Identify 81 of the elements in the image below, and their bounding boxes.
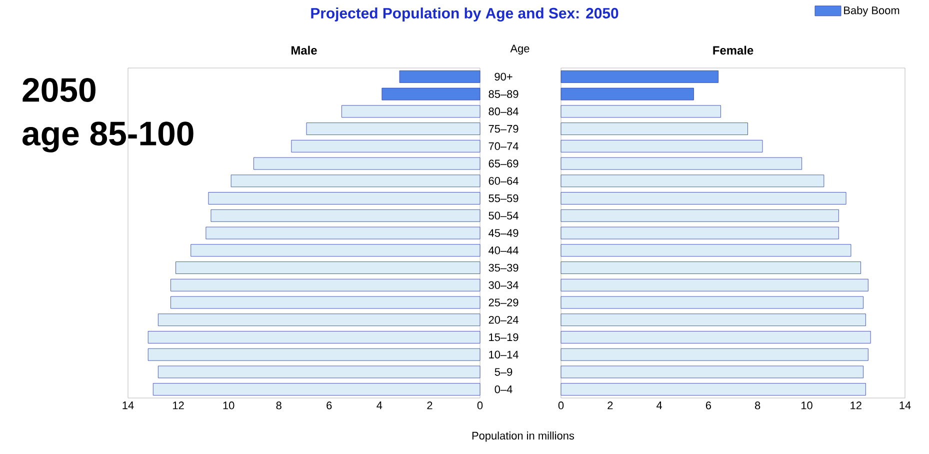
bar xyxy=(342,105,480,118)
x-tick-label: 12 xyxy=(850,402,862,410)
x-tick-label: 12 xyxy=(173,402,184,410)
x-tick-label: 0 xyxy=(477,402,483,410)
annotation: age 85-100 xyxy=(22,122,194,152)
bar xyxy=(152,383,480,396)
bar xyxy=(382,88,480,100)
bar xyxy=(210,209,480,222)
y-tick-label: 90+ xyxy=(494,72,512,81)
bar xyxy=(560,140,763,152)
y-tick-label: 50–54 xyxy=(488,212,518,220)
x-tick-label: 14 xyxy=(900,402,911,410)
text: 2050 xyxy=(22,78,96,102)
x-tick-label: 6 xyxy=(326,402,332,410)
y-tick-label: 5–9 xyxy=(494,368,512,376)
chart-subtitle: Male xyxy=(292,46,317,55)
chart-subtitle: Female xyxy=(713,46,754,55)
bar xyxy=(560,244,852,257)
y-tick-label: 35–39 xyxy=(488,264,518,272)
y-axis-title: Age xyxy=(510,44,530,55)
y-tick-label: 10–14 xyxy=(489,350,518,358)
bar xyxy=(560,122,748,135)
bar xyxy=(560,348,868,361)
bar xyxy=(206,226,480,240)
bar xyxy=(148,348,480,361)
y-tick-label: 40–44 xyxy=(488,246,518,254)
y-tick-label: 65–69 xyxy=(488,160,518,168)
x-tick-label: 10 xyxy=(801,402,812,410)
bar xyxy=(158,366,480,378)
x-tick-label: 6 xyxy=(706,402,711,410)
y-tick-label: 60–64 xyxy=(488,177,518,185)
bar xyxy=(560,157,802,170)
bar xyxy=(560,209,839,222)
bar xyxy=(560,366,864,378)
bar xyxy=(560,70,718,83)
bar xyxy=(190,244,480,257)
bar xyxy=(560,226,839,240)
chart-title: Projected Population by Age and Sex: 2050 xyxy=(311,8,618,22)
bar xyxy=(560,88,694,100)
y-tick-label: 80–84 xyxy=(488,108,518,116)
x-tick-label: 8 xyxy=(755,402,760,410)
bar xyxy=(560,174,824,188)
legend-label: Baby Boom xyxy=(844,6,900,16)
bar xyxy=(170,296,480,309)
y-tick-label: 0–4 xyxy=(494,385,512,394)
y-tick-label: 55–59 xyxy=(488,194,518,202)
y-tick-label: 70–74 xyxy=(488,142,518,150)
y-tick-label: 20–24 xyxy=(488,316,518,324)
x-tick-label: 4 xyxy=(376,402,382,410)
bar xyxy=(560,278,868,292)
bar xyxy=(306,122,480,135)
bar xyxy=(148,331,480,344)
bar xyxy=(170,278,480,292)
x-tick-label: 2 xyxy=(427,402,432,410)
y-tick-label: 85–89 xyxy=(488,90,518,98)
bar xyxy=(560,105,721,118)
x-tick-label: 4 xyxy=(656,402,662,410)
bar xyxy=(291,140,480,152)
x-tick-label: 2 xyxy=(608,402,613,410)
bar xyxy=(254,157,480,170)
x-tick-label: 0 xyxy=(558,402,564,410)
x-axis-title: Population in millions xyxy=(472,432,574,442)
x-tick-label: 8 xyxy=(276,402,282,410)
bar xyxy=(560,314,866,326)
bar xyxy=(208,192,480,204)
y-tick-label: 15–19 xyxy=(489,333,518,342)
bar xyxy=(176,262,480,274)
y-tick-label: 30–34 xyxy=(488,281,518,289)
bar xyxy=(560,192,846,204)
bar xyxy=(158,314,480,326)
bar xyxy=(399,70,480,83)
bar xyxy=(560,296,864,309)
x-tick-label: 14 xyxy=(122,402,134,410)
bar xyxy=(560,331,871,344)
bar xyxy=(560,262,861,274)
x-tick-label: 10 xyxy=(223,402,234,410)
y-tick-label: 75–79 xyxy=(488,124,518,133)
y-tick-label: 45–49 xyxy=(488,229,518,237)
bar xyxy=(230,174,480,188)
bar xyxy=(560,383,866,396)
y-tick-label: 25–29 xyxy=(488,298,518,306)
